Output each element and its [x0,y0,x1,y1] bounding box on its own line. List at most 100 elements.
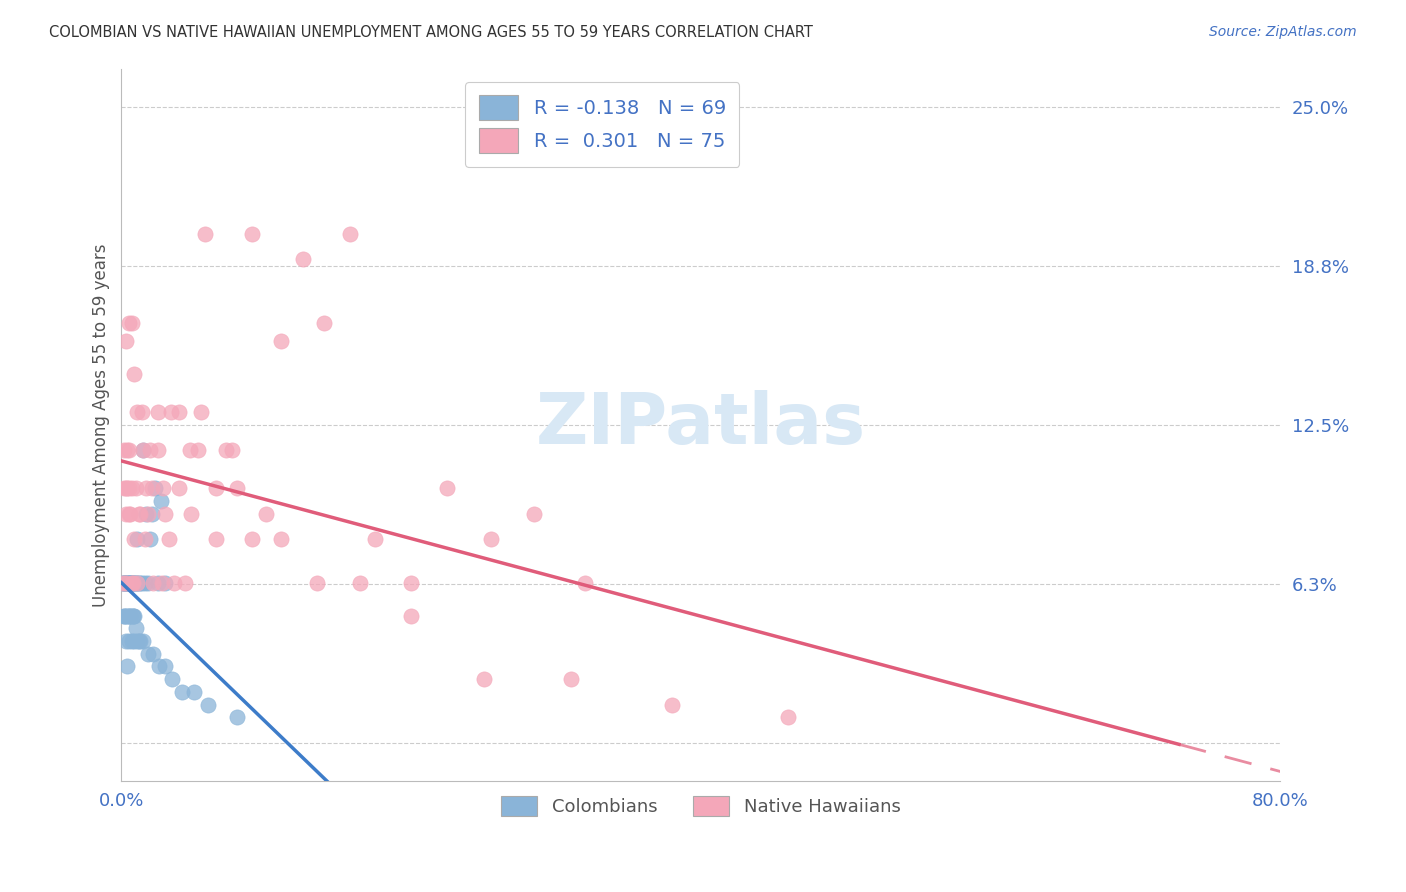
Point [183,685,205,699]
Point [118,575,141,590]
Y-axis label: Unemployment Among Ages 55 to 59 years: Unemployment Among Ages 55 to 59 years [93,243,110,607]
Point [124,608,146,623]
Point [115,482,138,496]
Point [115,608,138,623]
Point [122,575,145,590]
Point [314,316,336,330]
Point [134,533,156,547]
Point [115,575,138,590]
Point [135,482,157,496]
Point [128,575,150,590]
Point [159,405,181,419]
Point [661,698,683,712]
Point [149,494,172,508]
Point [120,608,142,623]
Point [399,575,422,590]
Point [226,710,249,724]
Point [121,634,143,648]
Point [112,608,135,623]
Point [153,575,176,590]
Point [127,575,149,590]
Point [114,575,136,590]
Point [112,443,135,458]
Point [112,608,135,623]
Point [136,575,159,590]
Point [472,672,495,686]
Point [146,575,169,590]
Point [162,575,184,590]
Point [121,575,143,590]
Point [115,659,138,673]
Point [523,507,546,521]
Point [187,443,209,458]
Point [128,634,150,648]
Point [112,575,135,590]
Point [120,608,142,623]
Point [114,575,136,590]
Point [120,575,142,590]
Point [112,482,135,496]
Point [129,634,152,648]
Point [141,482,163,496]
Text: ZIPatlas: ZIPatlas [536,391,866,459]
Point [194,227,217,241]
Point [121,575,143,590]
Point [114,482,136,496]
Point [226,482,249,496]
Point [179,443,201,458]
Point [141,507,163,521]
Point [180,507,202,521]
Point [169,482,191,496]
Point [136,507,159,521]
Point [136,647,159,661]
Point [121,575,143,590]
Point [291,252,314,267]
Point [139,443,162,458]
Point [124,575,146,590]
Text: COLOMBIAN VS NATIVE HAWAIIAN UNEMPLOYMENT AMONG AGES 55 TO 59 YEARS CORRELATION : COLOMBIAN VS NATIVE HAWAIIAN UNEMPLOYMEN… [49,25,813,40]
Point [364,533,387,547]
Point [118,634,141,648]
Point [115,575,138,590]
Point [121,316,143,330]
Point [436,482,458,496]
Point [111,575,134,590]
Point [118,507,141,521]
Point [111,575,134,590]
Point [215,443,238,458]
Point [112,575,135,590]
Point [153,659,176,673]
Point [132,443,155,458]
Point [124,367,146,381]
Point [190,405,212,419]
Point [146,443,169,458]
Point [128,507,150,521]
Point [127,405,149,419]
Point [135,507,157,521]
Point [479,533,502,547]
Point [204,482,226,496]
Point [131,575,153,590]
Point [125,621,148,635]
Point [305,575,328,590]
Point [139,533,162,547]
Point [129,575,152,590]
Point [127,575,149,590]
Point [114,608,136,623]
Point [114,575,136,590]
Point [122,608,145,623]
Point [118,443,141,458]
Point [174,575,197,590]
Point [160,672,183,686]
Point [124,634,146,648]
Point [134,575,156,590]
Point [146,405,169,419]
Legend: Colombians, Native Hawaiians: Colombians, Native Hawaiians [492,787,910,825]
Point [143,482,166,496]
Point [121,482,143,496]
Point [122,608,145,623]
Point [114,334,136,348]
Text: Source: ZipAtlas.com: Source: ZipAtlas.com [1209,25,1357,39]
Point [118,482,141,496]
Point [118,575,141,590]
